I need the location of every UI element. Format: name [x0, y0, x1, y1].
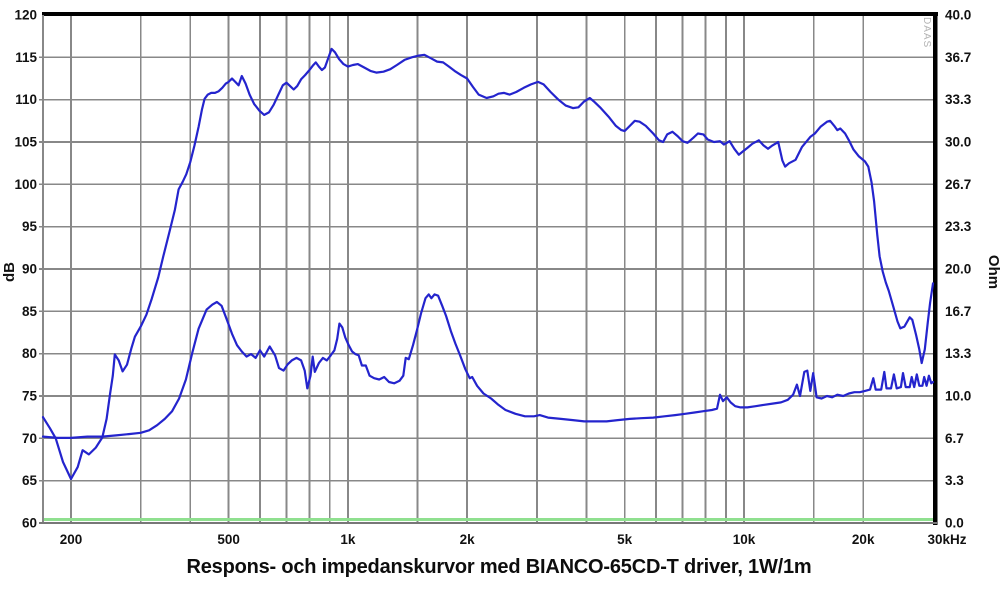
- right-tick-label: 33.3: [945, 92, 972, 107]
- right-tick-label: 23.3: [945, 219, 972, 234]
- chart-title: Respons- och impedanskurvor med BIANCO-6…: [186, 556, 811, 578]
- left-tick-label: 95: [22, 219, 38, 234]
- x-tick-label: 30kHz: [927, 532, 966, 547]
- right-tick-label: 26.7: [945, 177, 971, 192]
- left-tick-label: 110: [15, 92, 37, 107]
- right-tick-label: 20.0: [945, 262, 971, 277]
- left-axis-title: dB: [1, 262, 18, 282]
- x-tick-label: 1k: [340, 532, 356, 547]
- left-tick-label: 75: [22, 389, 38, 404]
- left-tick-label: 100: [14, 177, 37, 192]
- left-tick-label: 105: [14, 135, 37, 150]
- right-tick-label: 13.3: [945, 346, 972, 361]
- tick-labels: 120 115 110 105 100 95 90 85 80 75 70 65 60 40.0 36.7 3…: [14, 8, 971, 548]
- right-tick-label: 0.0: [945, 516, 964, 531]
- x-tick-label: 10k: [733, 532, 756, 547]
- daas-watermark: DAAS: [921, 17, 932, 48]
- right-border: [933, 12, 938, 525]
- plot-borders: [39, 12, 938, 525]
- right-tick-label: 16.7: [945, 304, 971, 319]
- left-tick-label: 80: [22, 346, 37, 361]
- right-tick-label: 40.0: [945, 8, 971, 23]
- x-tick-label: 20k: [852, 532, 875, 547]
- right-tick-label: 36.7: [945, 50, 971, 65]
- left-tick-label: 65: [22, 473, 38, 488]
- frequency-response-spl-curve: [41, 47, 935, 481]
- x-tick-label: 5k: [617, 532, 633, 547]
- impedance-curve: [41, 293, 935, 439]
- left-tick-label: 90: [22, 262, 37, 277]
- x-tick-label: 200: [60, 532, 83, 547]
- grid-lines: [39, 15, 933, 523]
- right-axis-title: Ohm: [985, 255, 1000, 289]
- right-tick-label: 30.0: [945, 135, 971, 150]
- right-tick-label: 6.7: [945, 431, 964, 446]
- left-tick-label: 60: [22, 516, 37, 531]
- left-tick-label: 115: [15, 50, 37, 65]
- left-tick-label: 70: [22, 431, 37, 446]
- x-tick-label: 500: [217, 532, 240, 547]
- right-tick-label: 3.3: [945, 473, 964, 488]
- top-border: [42, 12, 938, 16]
- right-tick-label: 10.0: [945, 389, 971, 404]
- left-tick-label: 120: [14, 8, 37, 23]
- curves: [41, 47, 935, 481]
- left-tick-label: 85: [22, 304, 38, 319]
- x-tick-label: 2k: [460, 532, 476, 547]
